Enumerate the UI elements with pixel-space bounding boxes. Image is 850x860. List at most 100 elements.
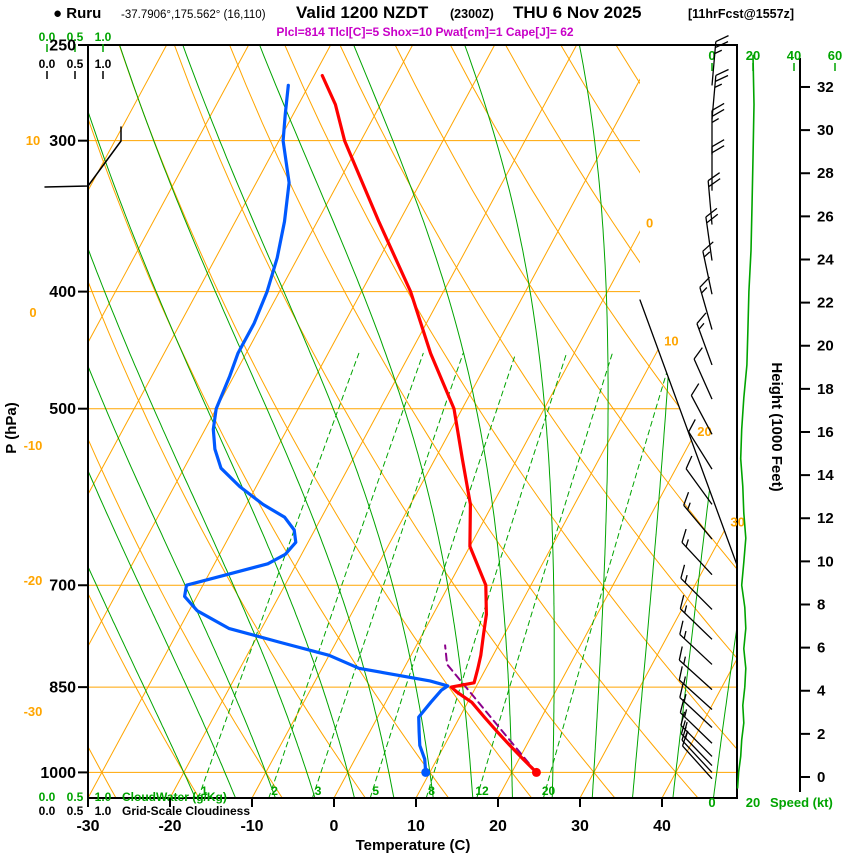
svg-text:30: 30 (730, 515, 744, 530)
valid-time: Valid 1200 NZDT (296, 3, 429, 22)
svg-text:0: 0 (646, 215, 653, 230)
isobar-lines (88, 45, 737, 773)
svg-text:2: 2 (271, 784, 278, 798)
svg-text:0: 0 (29, 305, 36, 320)
skewt-grid (88, 45, 737, 798)
dry-adiabat-lines (88, 45, 737, 798)
svg-text:20: 20 (489, 818, 507, 835)
valid-date: THU 6 Nov 2025 (513, 3, 642, 22)
svg-text:3: 3 (315, 784, 322, 798)
svg-text:0: 0 (817, 769, 825, 786)
dewpoint-profile-line (183, 83, 450, 775)
svg-text:0: 0 (708, 48, 715, 63)
svg-text:Speed (kt): Speed (kt) (770, 795, 833, 810)
svg-text:18: 18 (817, 381, 834, 398)
svg-text:0.5: 0.5 (67, 30, 84, 44)
svg-text:-30: -30 (24, 704, 43, 719)
svg-text:0.0: 0.0 (39, 790, 56, 804)
station-bullet-icon: ● (53, 5, 63, 22)
svg-text:60: 60 (828, 48, 842, 63)
temperature-profile-line (320, 73, 539, 775)
svg-text:5: 5 (372, 784, 379, 798)
station-coordinates: -37.7906°,175.562° (16,110) (121, 9, 266, 21)
forecast-tag: [11hrFcst@1557z] (688, 7, 794, 21)
svg-text:8: 8 (428, 784, 435, 798)
svg-text:10: 10 (817, 553, 834, 570)
svg-text:0: 0 (708, 795, 715, 810)
valid-time-utc: (2300Z) (450, 7, 494, 21)
svg-text:1.0: 1.0 (95, 790, 112, 804)
svg-text:20: 20 (542, 784, 556, 798)
svg-text:CloudWater (g/Kg): CloudWater (g/Kg) (122, 790, 227, 804)
svg-text:40: 40 (787, 48, 801, 63)
svg-text:16: 16 (817, 424, 834, 441)
station-title: ● Ruru (53, 5, 101, 22)
speed-scale-bottom: 0 20 Speed (kt) (708, 795, 832, 810)
svg-text:1000: 1000 (40, 765, 76, 782)
svg-text:12: 12 (475, 784, 489, 798)
svg-text:700: 700 (49, 578, 76, 595)
svg-text:0.5: 0.5 (67, 804, 84, 818)
svg-text:850: 850 (49, 680, 76, 697)
surface-dewpoint-dot (421, 767, 431, 777)
svg-text:4: 4 (817, 683, 826, 700)
svg-text:22: 22 (817, 295, 834, 312)
wind-barbs (678, 35, 729, 780)
svg-text:10: 10 (664, 334, 678, 349)
svg-text:0.0: 0.0 (39, 57, 56, 71)
cloudwater-scale-bottom: 0.0 0.5 1.0 CloudWater (g/Kg) (39, 790, 227, 804)
svg-text:24: 24 (817, 251, 834, 268)
svg-text:0: 0 (330, 818, 339, 835)
svg-text:1.0: 1.0 (95, 804, 112, 818)
svg-text:-30: -30 (76, 818, 99, 835)
svg-text:1.0: 1.0 (95, 57, 112, 71)
svg-text:20: 20 (817, 338, 834, 355)
svg-text:400: 400 (49, 284, 76, 301)
svg-text:40: 40 (653, 818, 671, 835)
svg-text:0.0: 0.0 (39, 804, 56, 818)
cloudiness-scale-bottom: 0.0 0.5 1.0 Grid-Scale Cloudiness (39, 804, 251, 818)
svg-text:32: 32 (817, 79, 834, 96)
mixing-ratio-lines (197, 352, 673, 798)
svg-text:10: 10 (407, 818, 425, 835)
svg-text:12: 12 (817, 510, 834, 527)
svg-text:-10: -10 (240, 818, 263, 835)
svg-text:0.5: 0.5 (67, 57, 84, 71)
pressure-axis: 250 300 400 500 700 850 1000 P (hPa) (3, 38, 88, 782)
surface-temperature-dot (531, 767, 541, 777)
station-name: Ruru (66, 5, 102, 22)
svg-text:1: 1 (201, 784, 208, 798)
svg-text:0.5: 0.5 (67, 790, 84, 804)
svg-text:26: 26 (817, 208, 834, 225)
svg-text:Height (1000 Feet): Height (1000 Feet) (768, 362, 785, 491)
svg-text:30: 30 (817, 122, 834, 139)
svg-text:P (hPa): P (hPa) (3, 402, 20, 453)
svg-text:20: 20 (746, 795, 760, 810)
svg-text:14: 14 (817, 467, 834, 484)
cloudwater-scale-top: 0.0 0.5 1.0 (39, 30, 112, 52)
svg-text:500: 500 (49, 401, 76, 418)
plot-frame (87, 44, 738, 799)
svg-text:-20: -20 (24, 573, 43, 588)
svg-text:30: 30 (571, 818, 589, 835)
svg-text:250: 250 (49, 38, 76, 55)
moist-adiabat-lines (88, 45, 737, 798)
svg-text:Grid-Scale Cloudiness: Grid-Scale Cloudiness (122, 804, 250, 818)
speed-profile-line (736, 54, 755, 789)
svg-text:-10: -10 (24, 438, 43, 453)
svg-text:6: 6 (817, 640, 825, 657)
svg-text:0.0: 0.0 (39, 30, 56, 44)
temperature-axis: -30 -20 -10 0 10 20 30 40 Temperature (C) (76, 798, 671, 854)
cloudiness-scale-top: 0.0 0.5 1.0 (39, 57, 112, 79)
svg-text:28: 28 (817, 165, 834, 182)
mixing-ratio-labels: 1 2 3 5 8 12 20 (201, 784, 556, 798)
svg-text:8: 8 (817, 596, 825, 613)
stability-indices: Plcl=814 Tlcl[C]=5 Shox=10 Pwat[cm]=1 Ca… (276, 25, 574, 39)
svg-text:300: 300 (49, 133, 76, 150)
svg-text:-20: -20 (158, 818, 181, 835)
svg-text:1.0: 1.0 (95, 30, 112, 44)
svg-text:Temperature (C): Temperature (C) (356, 837, 471, 854)
